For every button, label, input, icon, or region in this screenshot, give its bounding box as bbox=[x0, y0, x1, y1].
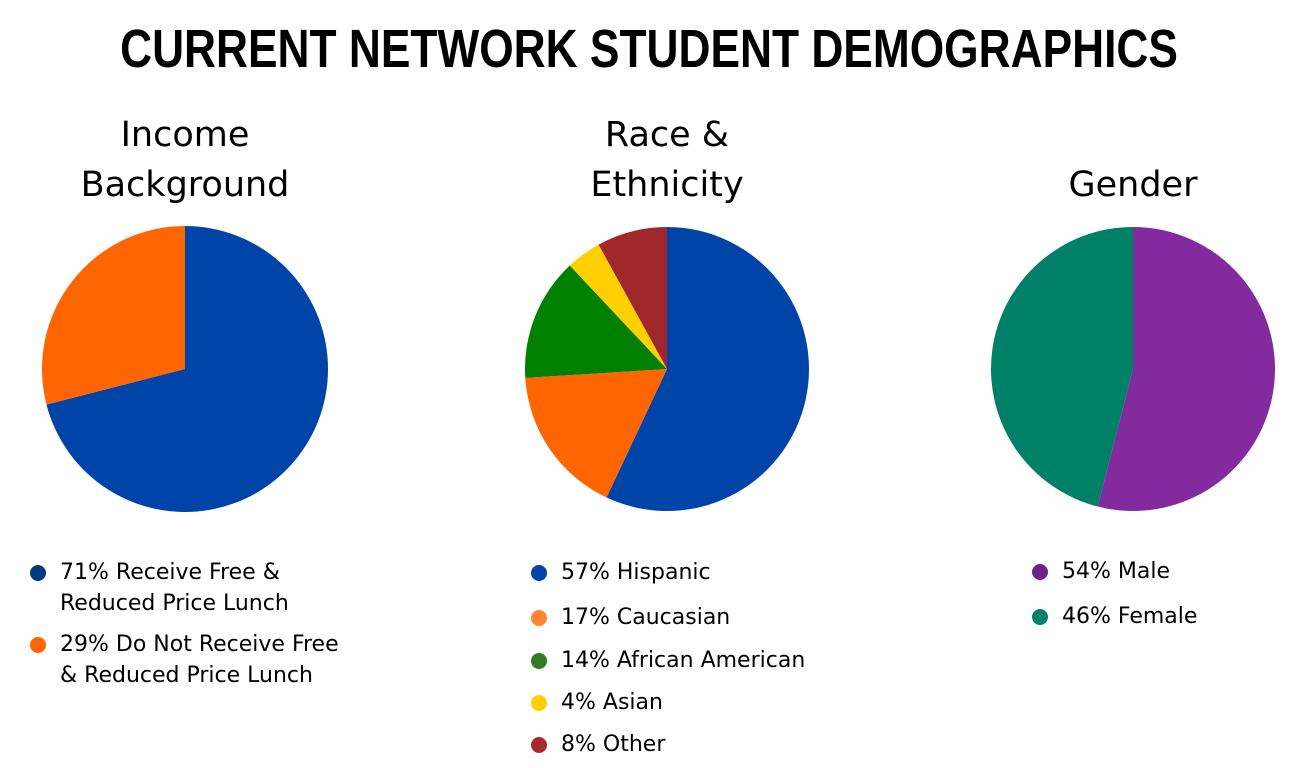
legend-label-line: 29% Do Not Receive Free bbox=[60, 632, 339, 657]
legend-label-line: & Reduced Price Lunch bbox=[60, 663, 313, 688]
legend-label: 54% Male bbox=[1062, 556, 1170, 587]
legend-dot-icon bbox=[531, 653, 547, 669]
pie-slice bbox=[41, 226, 185, 405]
pie-slice bbox=[525, 369, 667, 498]
legend-label: 71% Receive Free & Reduced Price Lunch bbox=[60, 557, 289, 619]
pie-slice bbox=[46, 226, 329, 512]
legend-dot-icon bbox=[1032, 609, 1048, 625]
pie-slice bbox=[1097, 227, 1275, 511]
legend-dot-icon bbox=[531, 610, 547, 626]
pie-chart-1 bbox=[525, 227, 809, 511]
pie-chart-2 bbox=[990, 227, 1275, 511]
pie-chart-0 bbox=[41, 226, 329, 512]
legend-dot-icon bbox=[30, 565, 46, 581]
chart-title-line: Background bbox=[80, 165, 290, 205]
pie-slice bbox=[606, 227, 809, 511]
legend-label-line: Reduced Price Lunch bbox=[60, 591, 289, 616]
legend-dot-icon bbox=[531, 737, 547, 753]
pie-slice bbox=[598, 227, 667, 369]
legend-dot-icon bbox=[531, 565, 547, 581]
legend-label: 4% Asian bbox=[561, 687, 663, 718]
pie-slice bbox=[525, 265, 667, 378]
legend-label-line: 8% Other bbox=[561, 732, 666, 757]
legend-label-line: 14% African American bbox=[561, 648, 806, 673]
chart-title-line: Race & bbox=[604, 115, 730, 155]
legend-label: 14% African American bbox=[561, 645, 805, 676]
legend-dot-icon bbox=[531, 695, 547, 711]
chart-title-1: Race & Ethnicity bbox=[467, 110, 867, 210]
legend-label: 57% Hispanic bbox=[561, 557, 711, 588]
legend-label-line: 54% Male bbox=[1062, 559, 1171, 584]
main-title: CURRENT NETWORK STUDENT DEMOGRAPHICS bbox=[120, 19, 1178, 79]
legend-label-line: 46% Female bbox=[1062, 604, 1198, 629]
legend-dot-icon bbox=[1032, 564, 1048, 580]
chart-title-2: Gender bbox=[933, 160, 1298, 210]
chart-title-line: Ethnicity bbox=[590, 165, 744, 205]
legend-label: 46% Female bbox=[1062, 601, 1197, 632]
legend-label: 17% Caucasian bbox=[561, 602, 730, 633]
pie-slice bbox=[990, 227, 1133, 507]
legend-label: 29% Do Not Receive Free & Reduced Price L… bbox=[60, 629, 339, 691]
legend-label-line: 71% Receive Free & bbox=[60, 560, 280, 585]
legend-label-line: 4% Asian bbox=[561, 690, 663, 715]
chart-title-line: Income bbox=[120, 115, 250, 155]
chart-title-0: Income Background bbox=[0, 110, 385, 210]
legend-label-line: 17% Caucasian bbox=[561, 605, 731, 630]
legend-dot-icon bbox=[30, 637, 46, 653]
chart-title-line: Gender bbox=[1068, 165, 1198, 205]
pie-slice bbox=[569, 244, 667, 369]
legend-label: 8% Other bbox=[561, 729, 665, 760]
legend-label-line: 57% Hispanic bbox=[561, 560, 711, 585]
